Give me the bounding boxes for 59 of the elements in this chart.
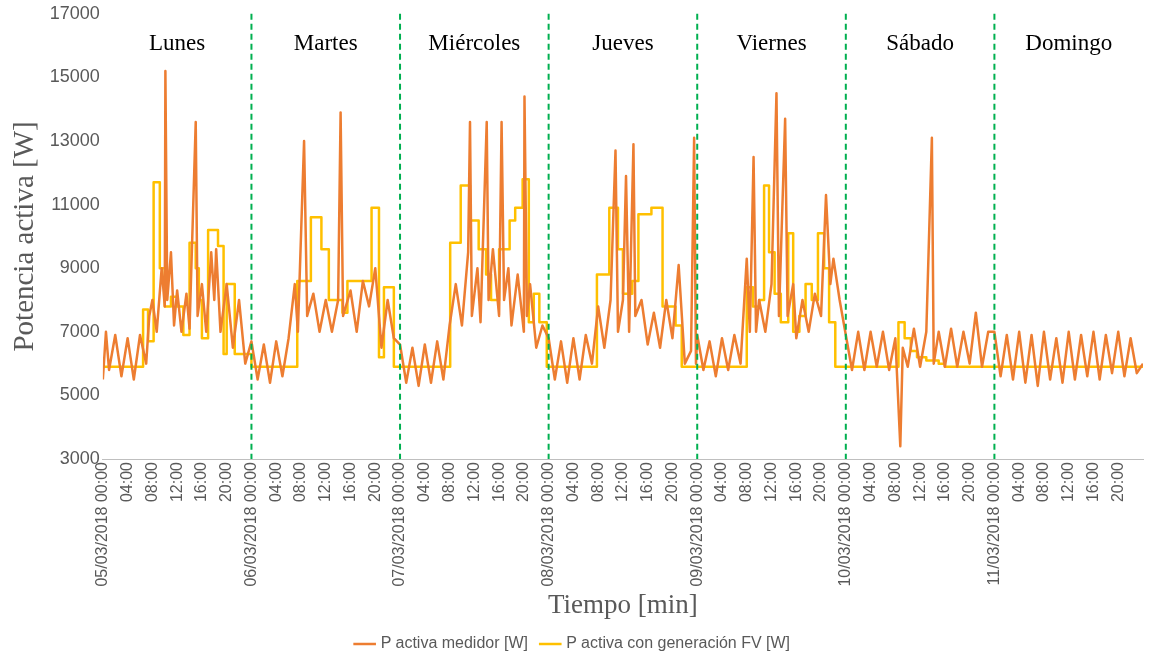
annotation: Jueves (592, 29, 654, 55)
y-tick-label: 13000 (49, 129, 100, 150)
x-tick-label: 20:00 (662, 461, 680, 503)
x-tick-label: 08:00 (588, 461, 606, 503)
x-tick-label: 08:00 (737, 461, 755, 503)
annotation: Lunes (149, 29, 206, 55)
x-tick-label: 04:00 (266, 461, 284, 503)
x-tick-label: 12:00 (761, 461, 779, 503)
x-tick-label: 04:00 (712, 461, 730, 503)
x-tick-label: 12:00 (1059, 461, 1077, 503)
x-tick-label: 08:00 (1034, 461, 1052, 503)
x-tick-label: 10/03/2018 00:00 (836, 461, 854, 587)
x-tick-label: 20:00 (217, 461, 235, 503)
x-tick-label: 20:00 (1108, 461, 1126, 503)
x-tick-label: 04:00 (415, 461, 433, 503)
y-tick-label: 11000 (51, 193, 100, 214)
y-axis-title: Potencia activa [W] (7, 121, 40, 352)
x-tick-label: 12:00 (464, 461, 482, 503)
x-tick-label: 16:00 (1083, 461, 1101, 503)
x-tick-label: 20:00 (514, 461, 532, 503)
annotation: Domingo (1025, 29, 1113, 55)
x-tick-label: 08:00 (291, 461, 309, 503)
x-tick-label: 20:00 (811, 461, 829, 503)
x-tick-label: 12:00 (316, 461, 334, 503)
x-tick-label: 20:00 (365, 461, 383, 503)
x-tick-label: 16:00 (340, 461, 358, 503)
x-tick-label: 08:00 (142, 461, 160, 503)
x-tick-label: 04:00 (860, 461, 878, 503)
y-tick-label: 15000 (49, 66, 100, 87)
x-tick-label: 12:00 (613, 461, 631, 503)
x-tick-label: 04:00 (118, 461, 136, 503)
x-tick-label: 04:00 (1009, 461, 1027, 503)
annotation: Viernes (736, 29, 807, 55)
x-tick-label: 16:00 (192, 461, 210, 503)
annotation: Martes (293, 29, 358, 55)
x-tick-label: 11/03/2018 00:00 (984, 461, 1002, 586)
x-tick-label: 12:00 (167, 461, 185, 503)
x-tick-label: 04:00 (563, 461, 581, 503)
annotation: Miércoles (428, 29, 521, 55)
y-tick-label: 5000 (59, 384, 100, 405)
x-tick-label: 06/03/2018 00:00 (241, 461, 259, 587)
x-tick-label: 16:00 (489, 461, 507, 503)
y-tick-label: 17000 (49, 2, 100, 23)
x-tick-label: 08:00 (885, 461, 903, 503)
y-tick-label: 7000 (59, 320, 100, 341)
x-tick-label: 16:00 (935, 461, 953, 503)
x-tick-label: 09/03/2018 00:00 (687, 461, 705, 587)
x-tick-label: 12:00 (910, 461, 928, 503)
y-tick-label: 9000 (59, 257, 100, 278)
x-tick-label: 08/03/2018 00:00 (539, 461, 557, 587)
x-tick-label: 07/03/2018 00:00 (390, 461, 408, 587)
x-tick-label: 08:00 (439, 461, 457, 503)
legend-label: P activa con generación FV [W] (566, 634, 791, 652)
legend-label: P activa medidor [W] (380, 634, 528, 652)
x-tick-label: 16:00 (786, 461, 804, 503)
x-tick-label: 16:00 (638, 461, 656, 503)
x-axis-title: Tiempo [min] (548, 588, 698, 619)
x-tick-label: 20:00 (960, 461, 978, 503)
annotation: Sábado (886, 29, 954, 55)
